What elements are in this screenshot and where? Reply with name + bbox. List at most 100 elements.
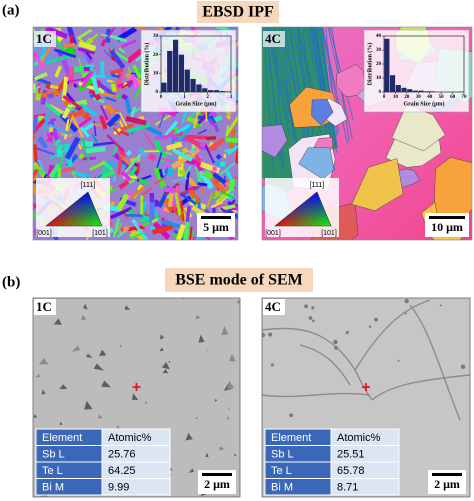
grain <box>182 165 192 180</box>
precipitate <box>333 339 338 345</box>
grain <box>197 182 208 187</box>
panel-title: BSE mode of SEM <box>175 272 303 289</box>
grain <box>158 157 174 163</box>
grain <box>207 137 226 152</box>
x-tick-label: 0 <box>383 95 386 100</box>
grain <box>188 226 193 240</box>
grain <box>65 27 77 46</box>
grain <box>197 129 208 135</box>
ipf-label: [001] <box>36 230 52 237</box>
grain <box>206 136 217 140</box>
grain <box>91 133 99 144</box>
grain <box>33 134 36 142</box>
x-tick-label: 50 <box>439 95 445 100</box>
grain <box>71 116 84 139</box>
grain <box>121 39 137 49</box>
grain <box>118 112 128 127</box>
grain <box>129 232 145 239</box>
x-tick-label: 0 <box>160 95 163 100</box>
grain <box>43 110 50 131</box>
grain <box>35 147 55 156</box>
table-text: Bi M <box>42 482 64 494</box>
histogram-bar <box>219 91 225 92</box>
grain <box>140 187 152 197</box>
grain <box>183 184 203 196</box>
precipitate <box>334 345 338 350</box>
grain <box>228 178 236 192</box>
grain-streak <box>273 27 299 155</box>
grain <box>184 171 191 191</box>
precipitate <box>404 298 409 304</box>
precipitate <box>194 416 199 420</box>
table-text: Bi M <box>271 482 293 494</box>
grain <box>61 76 69 101</box>
scale-bar <box>432 473 462 476</box>
grain <box>71 170 77 179</box>
grain <box>100 60 105 77</box>
ipf-label: [101] <box>321 230 337 237</box>
precipitate <box>268 332 273 337</box>
y-tick-label: 30 <box>153 34 159 39</box>
grain <box>124 95 132 115</box>
precipitate <box>262 332 266 338</box>
grain <box>77 41 97 52</box>
x-tick-label: 30 <box>416 95 422 100</box>
grain <box>45 82 53 90</box>
grain <box>212 166 217 172</box>
ipf-triangle-overlay <box>274 191 332 227</box>
grain <box>61 166 76 173</box>
grain <box>191 143 197 150</box>
grain <box>119 130 130 137</box>
x-tick-label: 60 <box>450 95 456 100</box>
grain <box>205 111 208 122</box>
grain <box>105 96 117 103</box>
precipitate <box>59 421 63 426</box>
grain <box>89 67 97 76</box>
grain <box>112 218 121 238</box>
grain <box>82 111 91 120</box>
grain <box>144 150 160 153</box>
precipitate <box>311 319 315 323</box>
grain <box>33 85 41 94</box>
grain <box>47 92 55 99</box>
y-tick-label: 20 <box>153 53 159 58</box>
grain <box>85 146 106 154</box>
grain-streak <box>296 27 312 152</box>
histogram-bar <box>184 69 190 92</box>
precipitate <box>188 468 195 473</box>
grain <box>79 103 98 118</box>
grain <box>147 152 157 162</box>
grain <box>174 223 186 240</box>
grain <box>185 206 191 223</box>
grain <box>187 185 196 192</box>
grain <box>45 27 68 39</box>
grain <box>219 161 236 176</box>
grain <box>114 222 123 234</box>
grain <box>81 137 90 162</box>
grain <box>125 213 147 218</box>
precipitate <box>205 452 209 458</box>
precipitate <box>311 306 315 310</box>
table-text: Te L <box>42 465 63 477</box>
y-tick-label: 10 <box>153 71 159 76</box>
histogram-bar <box>178 54 185 92</box>
grain <box>33 174 39 182</box>
grain <box>351 158 404 211</box>
grain <box>63 42 76 49</box>
grain <box>95 80 117 98</box>
grain <box>47 117 57 126</box>
table-text: Element <box>271 432 311 444</box>
table-text: 25.51 <box>337 449 365 461</box>
map-border <box>32 26 239 241</box>
grain <box>61 59 72 75</box>
grain <box>225 115 238 136</box>
grain <box>33 168 39 181</box>
ipf-triangle-overlay <box>45 191 103 227</box>
ipf-label: [111] <box>81 182 96 189</box>
grain <box>183 219 190 240</box>
grain <box>106 27 121 39</box>
grain <box>235 142 238 164</box>
grain <box>130 186 145 199</box>
grain <box>158 168 164 178</box>
grain <box>70 99 88 108</box>
